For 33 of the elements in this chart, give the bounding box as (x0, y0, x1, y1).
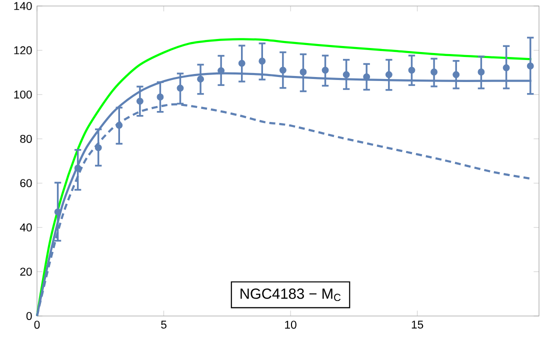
point (430, 68, 438, 76)
y-tick-label: 120 (14, 46, 32, 54)
point (300, 68, 307, 76)
annotation: NGC4183 − M$_{C}$ (240, 288, 341, 302)
point (342, 71, 350, 78)
point (452, 71, 460, 78)
point (197, 76, 204, 83)
point (74, 164, 82, 172)
point (279, 66, 286, 74)
point (385, 71, 392, 78)
y-tick-label: 140 (14, 2, 32, 10)
point (136, 98, 144, 105)
point (322, 66, 329, 74)
point (408, 66, 416, 74)
x-tick-label: 0 (34, 320, 40, 329)
y-tick-label: 80 (20, 134, 32, 143)
y-tick-label: 60 (20, 179, 32, 188)
x-tick-label: 5 (161, 320, 166, 329)
y-tick-label: 0 (26, 312, 32, 320)
y-tick-label: 100 (14, 90, 32, 99)
point (94, 144, 102, 152)
point (54, 208, 62, 216)
point (176, 84, 184, 92)
x-tick-label: 15 (412, 320, 424, 329)
y-tick-label: 40 (20, 223, 32, 232)
x-tick-label: 10 (285, 320, 296, 329)
point (478, 68, 485, 76)
point (238, 60, 246, 67)
point (116, 122, 123, 129)
point (502, 64, 510, 72)
y-tick-label: 20 (20, 268, 32, 276)
point (258, 58, 266, 65)
point (156, 94, 164, 100)
